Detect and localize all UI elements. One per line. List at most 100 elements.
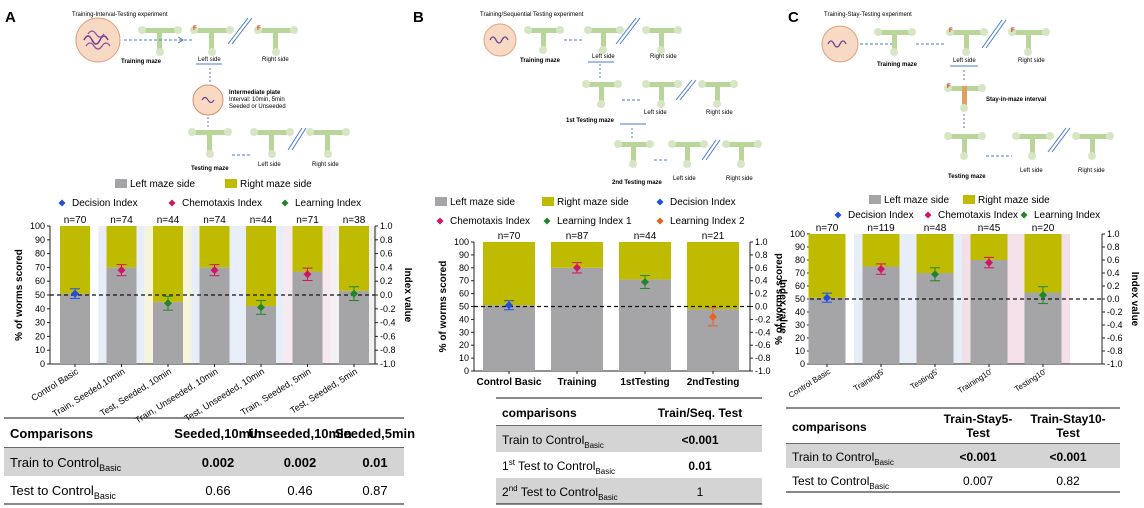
x-tick-label: Test, Unseeded, 10min xyxy=(183,366,266,423)
legend-label: Chemotaxis Index xyxy=(938,210,1018,221)
x-tick-label: Testing5' xyxy=(909,367,941,391)
panel-b-diagram: Training/Sequential Testing experiment T… xyxy=(480,12,762,186)
y2-tick-label: -0.2 xyxy=(380,304,396,314)
table-header-cell: Train-Stay10-Test xyxy=(1030,412,1105,440)
y-tick-label: 60 xyxy=(459,289,469,299)
y-tick-label: 80 xyxy=(795,255,805,265)
panel-a-letter: A xyxy=(5,9,16,26)
table-row-stripe xyxy=(786,444,1120,468)
left-side-label: Left side xyxy=(673,176,696,182)
panel-a: A Training-Interval-Testing experiment T… xyxy=(4,9,415,505)
n-label: n=87 xyxy=(566,231,589,242)
training-maze-label: Training maze xyxy=(877,62,918,68)
y2-tick-label: 1.0 xyxy=(755,237,768,247)
bar-right-training10 xyxy=(970,234,1008,260)
legend-label: Learning Index xyxy=(1034,210,1100,221)
legend-swatch xyxy=(869,195,881,204)
y-tick-label: 70 xyxy=(35,262,45,272)
index-point-decision-index xyxy=(71,289,79,298)
y2-tick-label: 0.0 xyxy=(755,302,768,312)
testing-maze-2-label: 2nd Testing maze xyxy=(612,180,663,186)
legend-swatch xyxy=(225,179,237,188)
right-side-label: Right side xyxy=(650,54,677,60)
y2-tick-label: 0.8 xyxy=(380,235,393,245)
y2-tick-label: -1.0 xyxy=(380,359,396,369)
y-tick-label: 20 xyxy=(35,331,45,341)
panel-b-letter: B xyxy=(413,9,424,26)
y2-tick-label: 0.0 xyxy=(380,290,393,300)
legend-swatch xyxy=(435,197,447,206)
table-row-label: Train to ControlBasic xyxy=(502,433,604,450)
table-cell: 0.01 xyxy=(688,459,712,473)
legend-marker xyxy=(656,198,664,206)
y2-tick-label: 0.2 xyxy=(755,289,768,299)
n-label: n=74 xyxy=(203,215,226,226)
index-point-learning-index xyxy=(350,289,358,298)
worm-plate-icon xyxy=(483,23,517,57)
n-label: n=44 xyxy=(634,231,657,242)
legend-label: Learning Index 2 xyxy=(670,216,745,227)
y2-axis-label: Index value xyxy=(777,279,788,334)
bar-right-test-seeded-10min xyxy=(153,226,183,302)
y2-tick-label: 1.0 xyxy=(1107,229,1120,239)
y-tick-label: 80 xyxy=(459,263,469,273)
n-label: n=38 xyxy=(343,215,366,226)
index-point-decision-index xyxy=(823,293,831,302)
y2-tick-label: -1.0 xyxy=(755,366,771,376)
bar-left-train-seeded-10min xyxy=(106,267,137,364)
y2-axis-label: Index value xyxy=(402,268,413,323)
intermediate-plate-label: Intermediate plate xyxy=(229,90,281,96)
y-tick-label: 80 xyxy=(35,249,45,259)
panel-a-chart: Left maze side Right maze side Decision In… xyxy=(14,179,413,425)
x-tick-label: Training10' xyxy=(956,367,994,396)
y-tick-label: 20 xyxy=(795,333,805,343)
legend-label: Chemotaxis Index xyxy=(450,216,530,227)
legend-label: Decision Index xyxy=(72,198,138,209)
right-side-label: Right side xyxy=(1018,58,1045,64)
legend-label: Right maze side xyxy=(240,179,312,190)
panel-c-chart: Left maze side Right maze side Decision In… xyxy=(774,195,1140,400)
legend-label: Left maze side xyxy=(130,179,195,190)
bar-left-control-basic xyxy=(60,293,90,364)
y2-tick-label: -0.8 xyxy=(1107,346,1123,356)
y-tick-label: 100 xyxy=(454,237,469,247)
table-cell: 0.87 xyxy=(362,483,387,498)
index-point-chemotaxis-index xyxy=(985,258,993,267)
panel-c-letter: C xyxy=(788,9,799,26)
bar-left-training10 xyxy=(970,260,1008,364)
table-cell: 0.66 xyxy=(205,483,230,498)
y-tick-label: 90 xyxy=(459,250,469,260)
y2-tick-label: 0.2 xyxy=(380,276,393,286)
y2-tick-label: -0.2 xyxy=(755,314,771,324)
n-label: n=74 xyxy=(110,215,133,226)
y-tick-label: 100 xyxy=(790,229,805,239)
table-cell: 0.46 xyxy=(287,483,312,498)
bar-right-2ndtesting xyxy=(687,242,739,310)
training-maze-label: Training maze xyxy=(520,58,561,64)
interval-label: Interval: 10min, 5min xyxy=(229,97,285,103)
y-tick-label: 60 xyxy=(35,276,45,286)
testing-maze-label: Testing maze xyxy=(948,174,986,180)
legend-marker xyxy=(1020,211,1028,219)
y-tick-label: 90 xyxy=(35,235,45,245)
panel-b-diagram-title: Training/Sequential Testing experiment xyxy=(480,12,584,18)
panel-c-table: comparisons Train-Stay5-Test Train-Stay10-… xyxy=(786,407,1120,493)
table-cell: <0.001 xyxy=(959,450,996,464)
right-side-label: Right side xyxy=(726,176,753,182)
legend-label: Right maze side xyxy=(978,195,1050,206)
index-point-learning-index xyxy=(257,303,265,312)
y2-tick-label: -0.4 xyxy=(755,327,771,337)
y-tick-label: 50 xyxy=(459,302,469,312)
worm-squiggle-icon xyxy=(83,35,109,45)
index-point-chemotaxis-index xyxy=(877,265,885,274)
training-maze-label: Training maze xyxy=(121,59,162,65)
x-tick-label: Training xyxy=(558,377,597,388)
n-label: n=71 xyxy=(296,215,319,226)
y-tick-label: 40 xyxy=(459,314,469,324)
n-label: n=48 xyxy=(924,223,947,234)
legend-marker xyxy=(924,211,932,219)
legend-label: Left maze side xyxy=(884,195,949,206)
left-side-label: Left side xyxy=(258,162,281,168)
table-row-label: Train to ControlBasic xyxy=(792,450,894,467)
